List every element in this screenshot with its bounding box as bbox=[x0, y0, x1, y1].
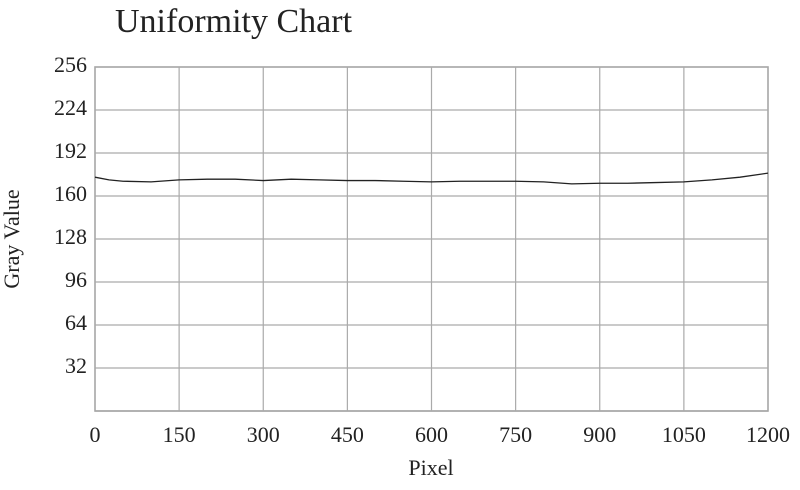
x-axis-label: Pixel bbox=[408, 455, 453, 480]
y-tick-label: 160 bbox=[54, 181, 87, 206]
y-tick-label: 192 bbox=[54, 138, 87, 163]
x-tick-label: 1200 bbox=[746, 422, 790, 447]
x-tick-label: 600 bbox=[415, 422, 448, 447]
x-tick-label: 300 bbox=[247, 422, 280, 447]
y-tick-label: 64 bbox=[65, 310, 87, 335]
data-line bbox=[94, 172, 769, 185]
y-tick-label: 224 bbox=[54, 95, 87, 120]
x-tick-label: 1050 bbox=[662, 422, 706, 447]
x-tick-label: 450 bbox=[331, 422, 364, 447]
chart-title: Uniformity Chart bbox=[115, 3, 353, 40]
y-tick-label: 96 bbox=[65, 267, 87, 292]
y-tick-label: 128 bbox=[54, 224, 87, 249]
x-tick-label: 0 bbox=[90, 422, 101, 447]
y-tick-label: 32 bbox=[65, 353, 87, 378]
y-tick-label: 256 bbox=[54, 52, 87, 77]
x-tick-label: 750 bbox=[499, 422, 532, 447]
x-tick-label: 150 bbox=[163, 422, 196, 447]
x-tick-label: 900 bbox=[583, 422, 616, 447]
y-axis-label: Gray Value bbox=[0, 189, 24, 288]
